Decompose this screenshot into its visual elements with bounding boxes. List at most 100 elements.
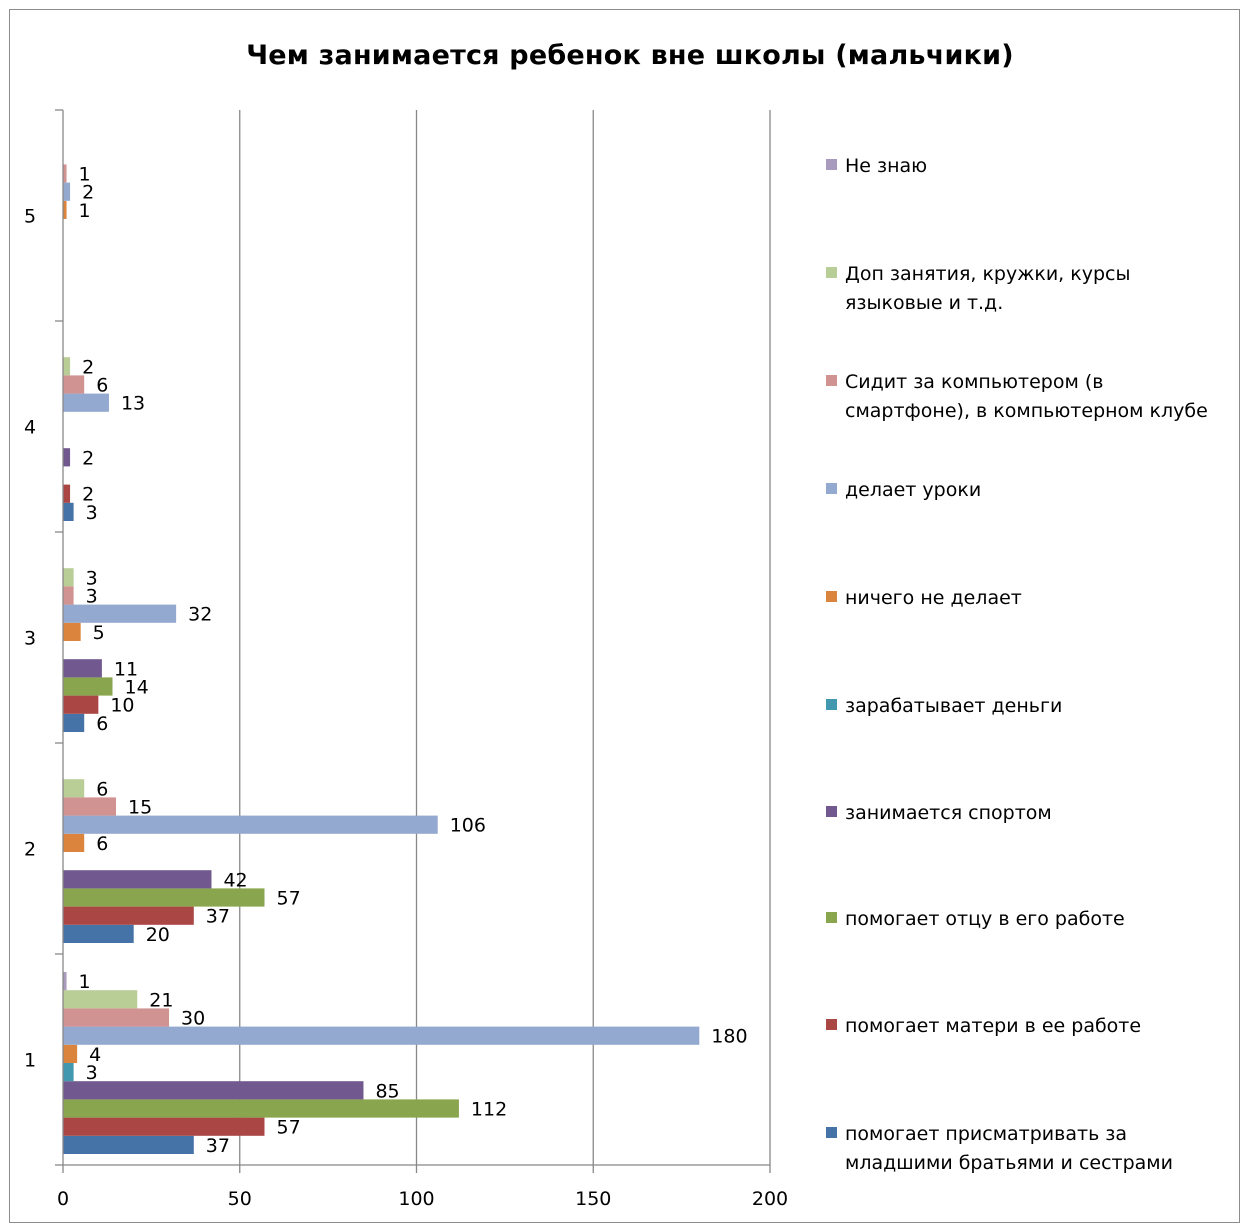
data-label: 3: [86, 502, 98, 524]
bar: [63, 622, 81, 641]
bar: [63, 924, 134, 943]
bar: [63, 1008, 170, 1027]
data-label: 15: [128, 797, 152, 819]
legend-swatch: [826, 699, 837, 710]
data-label: 2: [82, 447, 94, 469]
legend-swatch: [826, 375, 837, 386]
bar: [63, 1081, 364, 1100]
legend-item: делает уроки: [826, 476, 1220, 505]
data-label: 14: [124, 677, 148, 699]
data-label: 5: [93, 622, 105, 644]
bar: [63, 870, 212, 889]
data-label: 180: [711, 1026, 747, 1048]
legend-swatch: [826, 1127, 837, 1138]
legend-swatch: [826, 483, 837, 494]
legend-swatch: [826, 912, 837, 923]
x-tick-label: 150: [575, 1188, 611, 1210]
data-label: 21: [149, 989, 173, 1011]
data-label: 4: [89, 1044, 101, 1066]
legend-item: Не знаю: [826, 152, 1220, 181]
legend-item: Доп занятия, кружки, курсы языковые и т.…: [826, 260, 1220, 318]
bar: [63, 200, 67, 219]
legend-swatch: [826, 1019, 837, 1030]
bar: [63, 568, 74, 587]
data-label: 1: [79, 164, 91, 186]
data-label: 3: [86, 1062, 98, 1084]
data-label: 85: [375, 1080, 399, 1102]
x-tick-label: 0: [57, 1188, 69, 1210]
category-label: 4: [24, 417, 36, 439]
legend-label: Доп занятия, кружки, курсы языковые и т.…: [845, 263, 1131, 314]
data-label: 11: [114, 658, 138, 680]
bar: [63, 604, 177, 623]
category-label: 3: [24, 628, 36, 650]
bar: [63, 1099, 459, 1118]
legend-swatch: [826, 159, 837, 170]
bar: [63, 586, 74, 605]
legend-swatch: [826, 806, 837, 817]
bar: [63, 182, 71, 201]
legend-label: Не знаю: [845, 155, 928, 177]
bar: [63, 695, 99, 714]
legend-swatch: [826, 267, 837, 278]
legend-item: ничего не делает: [826, 584, 1220, 613]
data-label: 112: [471, 1099, 507, 1121]
data-label: 3: [86, 586, 98, 608]
data-label: 30: [181, 1008, 205, 1030]
bar: [63, 357, 71, 376]
legend-item: помогает отцу в его работе: [826, 905, 1220, 934]
bar: [63, 659, 102, 678]
data-label: 1: [79, 200, 91, 222]
legend-swatch: [826, 591, 837, 602]
bar: [63, 713, 85, 732]
data-label: 2: [82, 356, 94, 378]
bar: [63, 779, 85, 798]
bar: [63, 833, 85, 852]
legend-item: Сидит за компьютером (в смартфоне), в ко…: [826, 368, 1220, 426]
data-label: 10: [110, 695, 134, 717]
data-label: 13: [121, 393, 145, 415]
bar: [63, 990, 138, 1009]
data-label: 6: [96, 375, 108, 397]
legend-item: занимается спортом: [826, 799, 1220, 828]
bar: [63, 484, 71, 503]
legend-label: ничего не делает: [845, 587, 1022, 609]
bar: [63, 448, 71, 467]
legend-label: помогает отцу в его работе: [845, 908, 1125, 930]
category-label: 1: [24, 1050, 36, 1072]
data-label: 2: [82, 182, 94, 204]
bar: [63, 375, 85, 394]
bar: [63, 888, 265, 907]
legend-item: зарабатывает деньги: [826, 692, 1220, 721]
bar: [63, 502, 74, 521]
data-label: 32: [188, 604, 212, 626]
data-label: 106: [450, 815, 486, 837]
bar: [63, 1135, 194, 1154]
bar: [63, 1117, 265, 1136]
bar: [63, 393, 109, 412]
data-label: 20: [146, 924, 170, 946]
bar: [63, 1026, 700, 1045]
legend-label: помогает присматривать за младшими брать…: [845, 1123, 1173, 1174]
legend-label: помогает матери в ее работе: [845, 1015, 1142, 1037]
legend-item: помогает присматривать за младшими брать…: [826, 1120, 1220, 1178]
category-label: 2: [24, 839, 36, 861]
data-label: 6: [96, 778, 108, 800]
bar: [63, 1044, 78, 1063]
legend-label: Сидит за компьютером (в смартфоне), в ко…: [845, 371, 1208, 422]
legend-label: зарабатывает деньги: [845, 695, 1063, 717]
bar: [63, 677, 113, 696]
data-label: 6: [96, 833, 108, 855]
chart-title: Чем занимается ребенок вне школы (мальчи…: [246, 40, 1014, 71]
bar: [63, 164, 67, 183]
bar: [63, 972, 67, 991]
category-label: 5: [24, 206, 36, 228]
legend-label: делает уроки: [845, 479, 982, 501]
legend-item: помогает матери в ее работе: [826, 1012, 1220, 1041]
data-label: 42: [223, 869, 247, 891]
data-label: 37: [206, 906, 230, 928]
data-label: 2: [82, 484, 94, 506]
data-label: 1: [79, 971, 91, 993]
x-tick-label: 100: [398, 1188, 434, 1210]
